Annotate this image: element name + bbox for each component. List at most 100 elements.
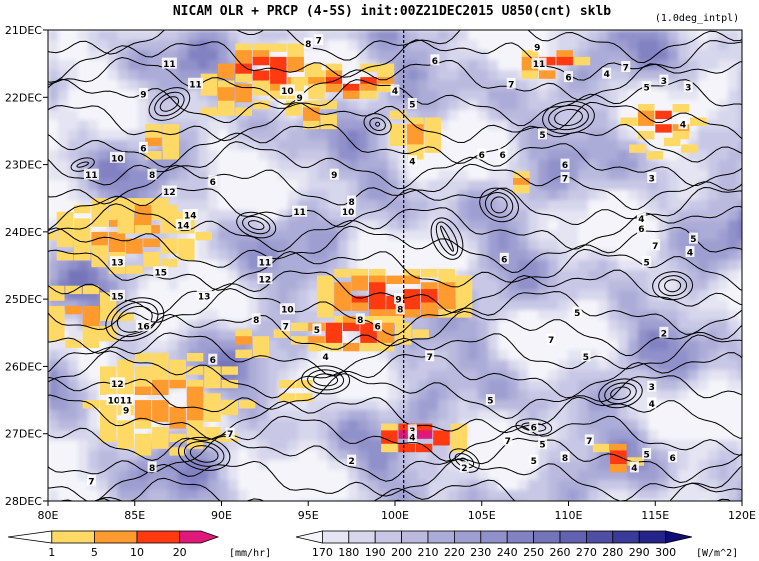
olr-cell [698, 470, 709, 481]
olr-cell [728, 30, 739, 41]
olr-cell [188, 370, 199, 381]
olr-cell [658, 370, 669, 381]
olr-cell [278, 240, 289, 251]
olr-cell [718, 490, 729, 501]
contour-label: 6 [210, 178, 216, 188]
olr-cell [198, 170, 209, 181]
olr-cell [498, 480, 509, 491]
olr-cell [228, 490, 239, 501]
olr-cell [288, 480, 299, 491]
precip-cell [100, 386, 117, 395]
olr-cell [548, 180, 559, 191]
precip-cell [145, 124, 162, 133]
precip-cell [204, 406, 221, 416]
olr-cell [548, 400, 559, 411]
contour-line [48, 287, 742, 336]
y-tick-label: 23DEC [5, 159, 42, 172]
olr-cell [618, 320, 629, 331]
olr-cell [548, 250, 559, 261]
olr-cell [708, 220, 719, 231]
contour-label-bg [430, 54, 440, 66]
olr-cell [418, 400, 429, 411]
olr-cell [218, 270, 229, 281]
olr-cell [468, 450, 479, 461]
olr-cell [368, 400, 379, 411]
olr-cell [538, 140, 549, 151]
olr-cell [268, 430, 279, 441]
olr-cell [328, 500, 339, 501]
olr-cell [498, 500, 509, 501]
olr-cell [258, 130, 269, 141]
olr-cell [298, 470, 309, 481]
olr-cell [158, 230, 169, 241]
precip-cell [56, 211, 74, 221]
olr-cell [578, 430, 589, 441]
precip-cell [117, 204, 134, 214]
olr-cell [408, 450, 419, 461]
contour-label-bg [647, 380, 657, 392]
olr-cell [188, 310, 199, 321]
olr-cell [188, 280, 199, 291]
olr-cell [378, 360, 389, 371]
olr-cell [308, 260, 319, 271]
olr-cell [288, 70, 299, 81]
olr-cell [228, 440, 239, 451]
olr-cell [298, 280, 309, 291]
olr-cell [148, 280, 159, 291]
olr-cell [268, 190, 279, 201]
olr-cell [448, 100, 459, 111]
olr-cell [608, 30, 619, 41]
olr-cell [88, 130, 99, 141]
olr-cell [298, 290, 309, 301]
olr-cell [258, 170, 269, 181]
olr-cell [678, 170, 689, 181]
contour-loop [189, 445, 219, 463]
olr-cell [148, 480, 159, 491]
olr-cell [338, 440, 349, 451]
precip-cell [162, 124, 179, 133]
olr-cell [68, 390, 79, 401]
olr-cell [208, 480, 219, 491]
olr-cell [468, 170, 479, 181]
olr-cell [528, 350, 539, 361]
olr-cell [478, 170, 489, 181]
olr-cell [388, 460, 399, 471]
olr-cell [318, 150, 329, 161]
olr-cell [648, 470, 659, 481]
olr-cell [108, 70, 119, 81]
contour-label: 3 [685, 84, 691, 94]
olr-cell [388, 260, 399, 271]
contour-label-bg [147, 168, 157, 180]
olr-cell [558, 380, 569, 391]
olr-cell [428, 220, 439, 231]
olr-cell [98, 110, 109, 121]
olr-cell [138, 490, 149, 501]
contour-label: 10 [342, 208, 355, 218]
olr-cell [128, 40, 139, 51]
precip-cell [438, 302, 455, 311]
olr-cell [698, 100, 709, 111]
olr-cell [48, 50, 59, 61]
olr-cell [338, 490, 349, 501]
olr-cell [428, 160, 439, 171]
olr-cell [658, 410, 669, 421]
olr-cell [738, 210, 742, 221]
precip-cell [126, 204, 143, 214]
olr-cell [298, 490, 309, 501]
precip-cell [421, 289, 438, 298]
contour-label: 9 [534, 43, 540, 53]
olr-cell [48, 190, 59, 201]
precip-colorbar-segment [179, 530, 220, 544]
precip-cell [117, 225, 134, 234]
olr-cell [638, 90, 649, 101]
olr-cell [658, 100, 669, 111]
contour-label-bg [118, 394, 134, 406]
olr-cell [78, 480, 89, 491]
olr-cell [178, 170, 189, 181]
olr-cell [268, 110, 279, 121]
olr-cell [628, 390, 639, 401]
olr-cell [588, 220, 599, 231]
contour-label: 6 [479, 151, 485, 161]
olr-cell [548, 340, 559, 351]
